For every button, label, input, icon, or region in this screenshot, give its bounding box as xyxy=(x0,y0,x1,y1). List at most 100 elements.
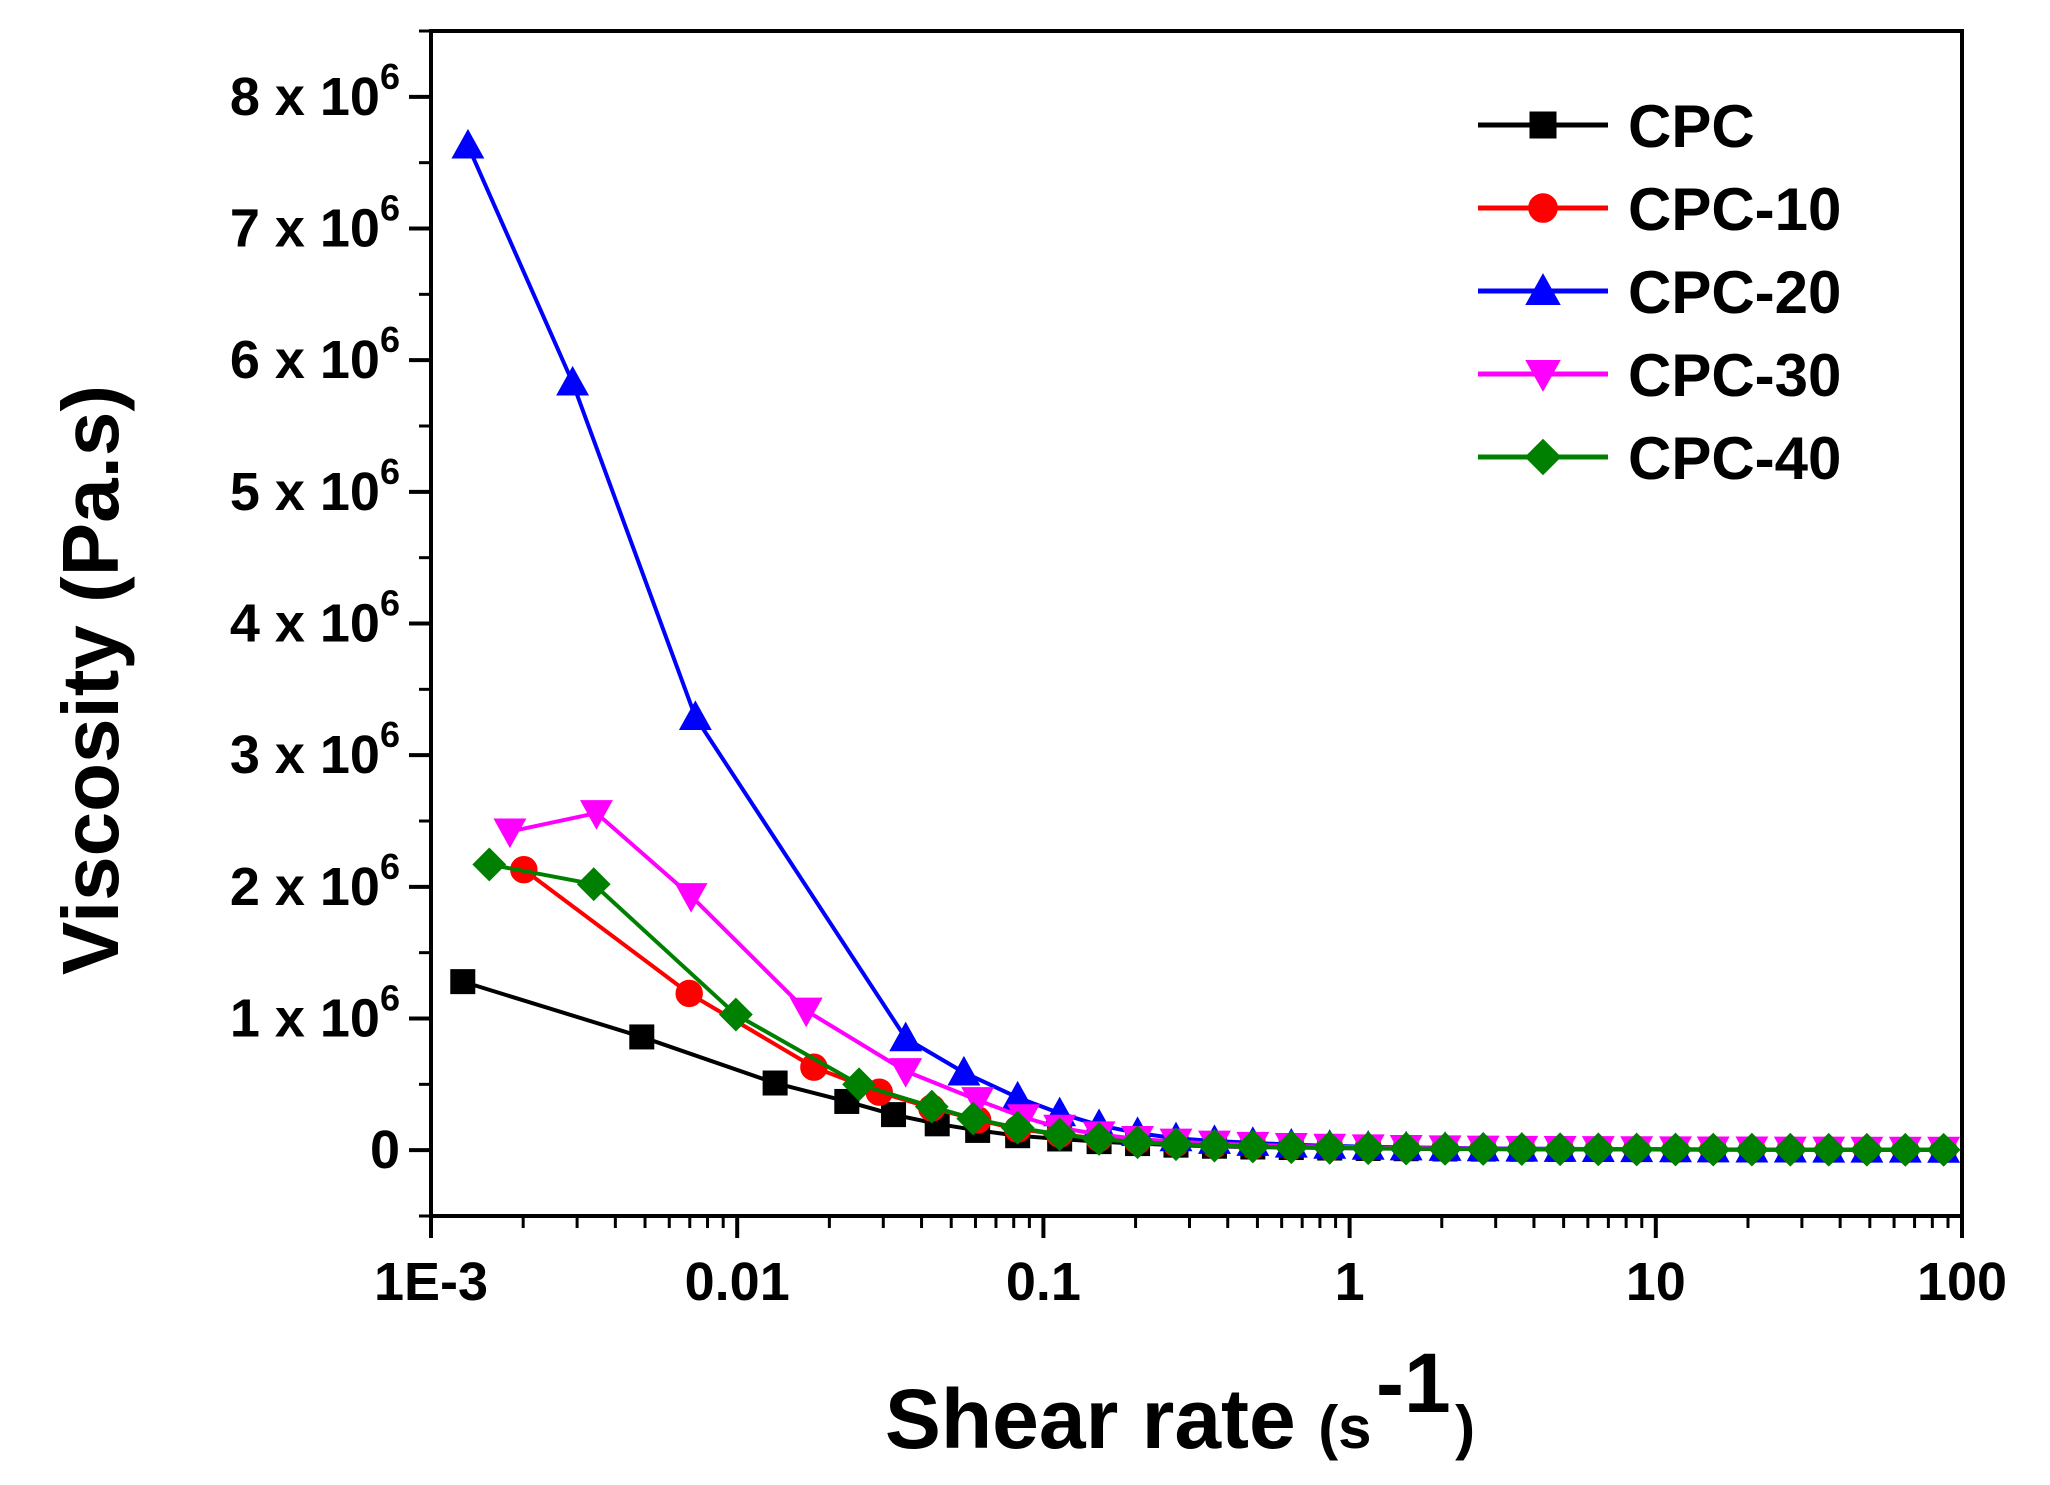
x-axis-unit: (s xyxy=(1318,1394,1371,1461)
data-point xyxy=(1389,1131,1424,1166)
y-tick-label: 1 x 106 xyxy=(230,978,400,1049)
y-tick-label-mantissa: 2 x 10 xyxy=(230,857,380,917)
y-tick-label-mantissa: 3 x 10 xyxy=(230,725,380,785)
data-point xyxy=(1159,1127,1193,1162)
y-tick-label: 7 x 106 xyxy=(230,188,400,259)
y-tick-label: 5 x 106 xyxy=(230,451,400,522)
y-tick-label-mantissa: 6 x 10 xyxy=(230,330,380,390)
data-point xyxy=(914,1089,949,1124)
data-point xyxy=(889,1058,923,1088)
data-point xyxy=(762,1070,788,1096)
data-point xyxy=(956,1101,991,1136)
data-point xyxy=(579,800,613,830)
series-cpc-40 xyxy=(472,847,1961,1167)
data-point xyxy=(1773,1132,1808,1167)
y-tick-label: 0 xyxy=(370,1120,400,1180)
legend-item: CPC-20 xyxy=(1478,259,1841,326)
data-point xyxy=(576,867,611,902)
legend-label: CPC-30 xyxy=(1628,342,1841,409)
data-point xyxy=(1543,1132,1578,1167)
data-point xyxy=(1274,1130,1309,1165)
y-tick-label-exponent: 6 xyxy=(380,451,400,492)
x-axis-title-text: Shear rate xyxy=(885,1372,1296,1466)
data-point xyxy=(1235,1129,1270,1164)
data-point xyxy=(1312,1130,1347,1165)
legend-label: CPC xyxy=(1628,93,1755,160)
data-point xyxy=(674,883,708,913)
y-tick-label-exponent: 6 xyxy=(380,846,400,887)
y-tick-label-exponent: 6 xyxy=(380,978,400,1019)
legend-marker xyxy=(1529,111,1557,139)
legend-label: CPC-20 xyxy=(1628,259,1841,326)
legend-item: CPC xyxy=(1478,93,1755,160)
data-point xyxy=(842,1067,876,1102)
legend-item: CPC-30 xyxy=(1478,342,1841,409)
y-tick-label-mantissa: 5 x 10 xyxy=(230,462,380,522)
data-point xyxy=(450,969,476,995)
data-point xyxy=(1888,1132,1923,1167)
data-point xyxy=(678,700,712,730)
data-point xyxy=(1926,1132,1961,1167)
y-tick-label-exponent: 6 xyxy=(380,583,400,624)
legend-marker xyxy=(1525,273,1561,306)
legend-label: CPC-10 xyxy=(1628,176,1841,243)
data-point xyxy=(961,1087,995,1117)
x-tick-label: 1E-3 xyxy=(374,1252,488,1312)
data-point xyxy=(1042,1117,1077,1152)
x-axis-unit-exponent: -1 xyxy=(1376,1336,1451,1430)
y-tick-label-mantissa: 8 x 10 xyxy=(230,67,380,127)
x-axis-title: Shear rate (s -1 ) xyxy=(885,1336,1475,1466)
x-tick-labels: 1E-3 0.01 0.1 1 10 100 xyxy=(374,1252,2007,1312)
data-point xyxy=(789,997,823,1028)
legend-marker xyxy=(1525,359,1561,392)
y-axis-title: Viscosity (Pa.s) xyxy=(46,385,135,975)
x-tick-label: 0.01 xyxy=(685,1252,790,1312)
data-point xyxy=(1466,1132,1501,1166)
y-tick-label: 3 x 106 xyxy=(230,714,400,785)
data-point xyxy=(1000,1110,1035,1145)
data-point xyxy=(947,1055,981,1086)
data-point xyxy=(1734,1132,1769,1167)
y-tick-label-exponent: 6 xyxy=(380,188,400,229)
data-point xyxy=(718,997,753,1032)
data-point xyxy=(1504,1132,1539,1167)
data-point xyxy=(1428,1131,1462,1166)
plot-frame xyxy=(429,29,1964,1218)
legend-label: CPC-40 xyxy=(1628,425,1841,492)
data-point xyxy=(1197,1128,1232,1163)
legend-item: CPC-10 xyxy=(1478,176,1841,243)
data-series xyxy=(450,128,1961,1167)
x-axis-unit-close: ) xyxy=(1455,1394,1475,1461)
y-tick-label-exponent: 6 xyxy=(380,714,400,755)
data-point xyxy=(1120,1125,1155,1160)
data-point xyxy=(556,365,590,396)
data-point xyxy=(1811,1132,1846,1167)
data-point xyxy=(1351,1131,1386,1166)
x-tick-label: 1 xyxy=(1335,1252,1365,1312)
legend-item: CPC-40 xyxy=(1478,425,1841,492)
y-tick-label: 4 x 106 xyxy=(230,583,400,654)
y-tick-label: 6 x 106 xyxy=(230,319,400,390)
data-point xyxy=(1658,1132,1693,1167)
y-tick-label-mantissa: 4 x 10 xyxy=(230,594,380,654)
y-tick-label: 2 x 106 xyxy=(230,846,400,917)
y-tick-label-mantissa: 7 x 10 xyxy=(230,199,380,259)
x-tick-label: 10 xyxy=(1626,1252,1686,1312)
data-point xyxy=(1082,1122,1116,1156)
legend-marker xyxy=(1524,438,1562,476)
y-tick-label-mantissa: 0 xyxy=(370,1120,400,1180)
y-tick-label-exponent: 6 xyxy=(380,56,400,97)
x-tick-label: 100 xyxy=(1917,1252,2007,1312)
y-tick-label-mantissa: 1 x 10 xyxy=(230,989,380,1049)
data-point xyxy=(629,1024,655,1050)
data-point xyxy=(675,979,703,1008)
data-point xyxy=(451,128,485,159)
data-point xyxy=(889,1021,923,1052)
data-point xyxy=(1696,1132,1731,1167)
x-tick-label: 0.1 xyxy=(1006,1252,1081,1312)
data-point xyxy=(881,1102,907,1128)
data-point xyxy=(1581,1132,1616,1167)
